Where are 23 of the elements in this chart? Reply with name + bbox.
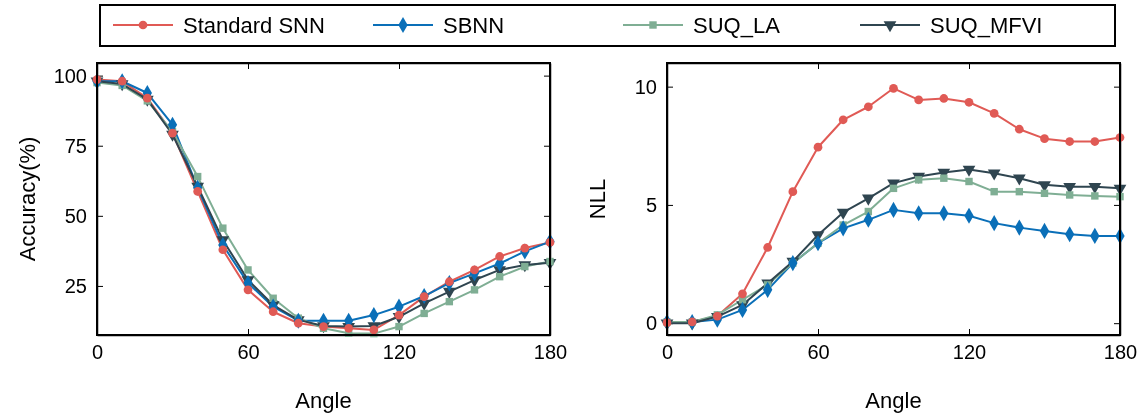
y-tick-label: 100 (53, 64, 87, 87)
legend-label: SUQ_LA (693, 13, 781, 38)
y-tick-label: 75 (64, 134, 87, 157)
legend-label: SBNN (443, 13, 505, 38)
x-tick-label: 120 (382, 341, 417, 364)
x-axis-title: Angle (865, 388, 922, 413)
y-axis-title: NLL (585, 178, 610, 220)
legend-label: Standard SNN (183, 13, 325, 38)
x-axis-title: Angle (295, 388, 352, 413)
y-axis-title: Accuracy(%) (15, 136, 40, 262)
x-tick-label: 180 (1103, 341, 1138, 364)
x-tick-label: 180 (533, 341, 568, 364)
x-tick-label: 60 (807, 341, 830, 364)
x-tick-label: 60 (237, 341, 260, 364)
x-tick-label: 0 (91, 341, 104, 364)
y-tick-label: 5 (645, 193, 657, 216)
y-tick-label: 25 (64, 274, 87, 297)
y-tick-label: 50 (64, 204, 87, 227)
y-tick-label: 10 (634, 75, 657, 98)
x-tick-label: 0 (661, 341, 674, 364)
y-tick-label: 0 (645, 312, 657, 335)
legend-label: SUQ_MFVI (930, 13, 1043, 38)
x-tick-label: 120 (952, 341, 987, 364)
